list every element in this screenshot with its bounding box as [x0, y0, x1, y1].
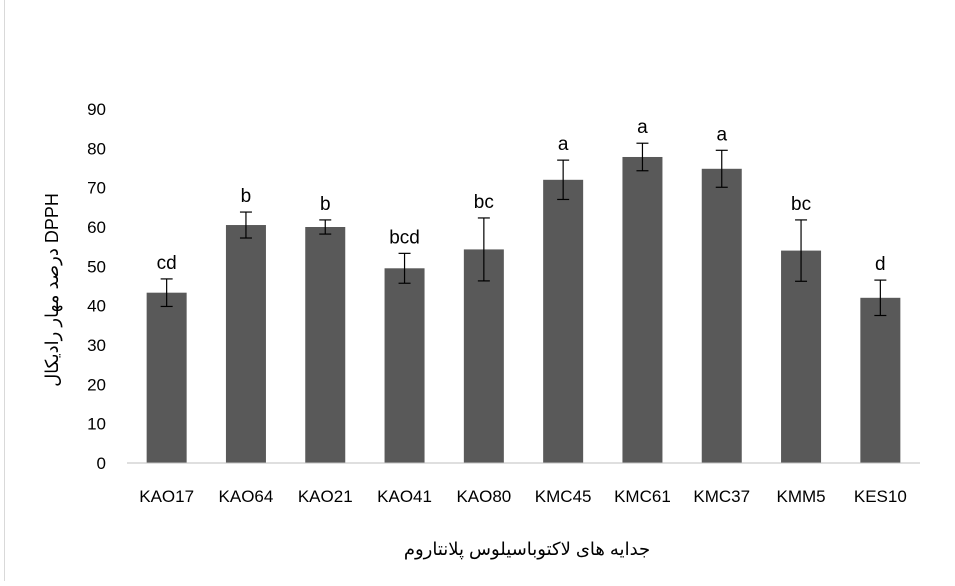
x-axis: KAO17 KAO64 KAO21 KAO41 KAO80 KMC45 KMC61 KMC37…	[139, 487, 907, 506]
error-bar-KAO17	[160, 278, 173, 308]
bar-KMC45	[543, 179, 584, 464]
significance-letter: bc	[791, 194, 811, 215]
y-tick-label: 20	[87, 375, 106, 394]
y-tick-label: 40	[87, 297, 106, 316]
error-bar-KMM5	[795, 219, 808, 282]
error-bar-KMC45	[557, 159, 570, 201]
y-tick-label: 60	[87, 218, 106, 237]
x-tick-label: KES10	[854, 487, 907, 506]
significance-letter: cd	[157, 253, 177, 274]
y-tick-label: 0	[97, 454, 106, 473]
y-tick-label: 50	[87, 257, 106, 276]
y-axis: 0 10 20 30 40 50 60 70 80 90	[87, 100, 106, 473]
y-tick-label: 90	[87, 100, 106, 119]
significance-letter: a	[716, 124, 727, 145]
bar-KAO80	[463, 249, 504, 463]
x-axis-title: جدایه های لاکتوباسیلوس پلانتاروم	[404, 539, 650, 560]
bar-KMM5	[781, 250, 822, 463]
x-tick-label: KMC37	[693, 487, 750, 506]
x-tick-label: KMC45	[535, 487, 592, 506]
error-bar-KMC61	[636, 142, 649, 172]
x-tick-label: KAO21	[298, 487, 353, 506]
x-tick-label: KAO80	[456, 487, 511, 506]
error-bar-KAO21	[319, 219, 332, 235]
error-bar-KAO80	[477, 217, 490, 282]
y-tick-label: 10	[87, 415, 106, 434]
x-tick-label: KMC61	[614, 487, 671, 506]
bar-KMC37	[701, 168, 742, 463]
significance-letter: b	[241, 186, 252, 207]
bar-KES10	[860, 297, 901, 463]
significance-letter: a	[558, 134, 569, 155]
significance-letter: d	[875, 254, 886, 275]
bar-KAO21	[305, 227, 346, 463]
y-tick-label: 80	[87, 139, 106, 158]
bar-KAO64	[225, 225, 266, 463]
bar-KAO17	[146, 292, 187, 463]
error-bar-KAO64	[239, 211, 252, 239]
y-tick-label: 30	[87, 336, 106, 355]
error-bar-KMC37	[715, 149, 728, 188]
significance-letter: bc	[474, 192, 494, 213]
bars	[146, 156, 901, 464]
bar-KMC61	[622, 156, 663, 463]
bar-KAO41	[384, 268, 425, 463]
frame-border	[4, 0, 5, 581]
x-tick-label: KMM5	[776, 487, 825, 506]
significance-letter: a	[637, 117, 648, 138]
error-bars	[160, 142, 887, 317]
x-tick-label: KAO41	[377, 487, 432, 506]
y-tick-label: 70	[87, 179, 106, 198]
significance-letter: b	[320, 194, 331, 215]
x-tick-label: KAO17	[139, 487, 194, 506]
x-tick-label: KAO64	[219, 487, 274, 506]
error-bar-KES10	[874, 279, 887, 317]
significance-letter: bcd	[389, 227, 420, 248]
error-bar-KAO41	[398, 252, 411, 284]
y-axis-title: درصد مهار رادیکال DPPH	[42, 193, 63, 387]
